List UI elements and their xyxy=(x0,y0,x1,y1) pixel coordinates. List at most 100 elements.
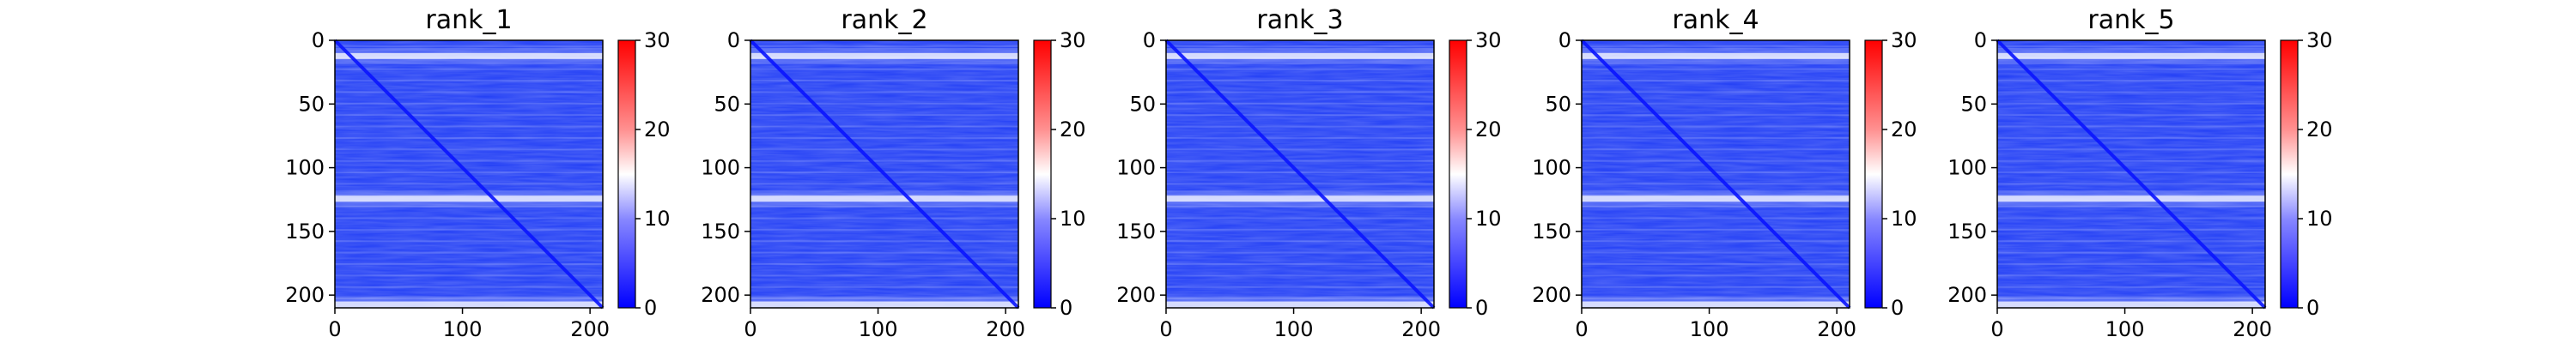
heatmap-streak xyxy=(335,91,603,93)
y-tick-label: 50 xyxy=(714,92,740,116)
heatmap-streak xyxy=(1582,159,1850,162)
heatmap-streak xyxy=(750,298,1018,300)
heatmap-streak xyxy=(750,80,1018,82)
x-tick-label: 200 xyxy=(2233,317,2272,341)
y-tick-label: 150 xyxy=(1116,220,1156,244)
heatmap-streak xyxy=(1166,298,1434,300)
heatmap-streak xyxy=(1582,206,1850,208)
heatmap-bright-band xyxy=(750,52,1018,59)
colorbar xyxy=(1449,39,1467,309)
heatmap-bright-band xyxy=(1166,301,1434,308)
heatmap-streak xyxy=(750,91,1018,93)
y-tick-label: 0 xyxy=(312,28,325,52)
heatmap-streak xyxy=(1582,91,1850,93)
heatmap-band-glow xyxy=(1166,47,1434,64)
heatmap-streak xyxy=(1166,183,1434,185)
heatmap-streak xyxy=(335,183,603,185)
y-tick-label: 0 xyxy=(727,28,740,52)
heatmap-streak xyxy=(1997,206,2265,208)
heatmap-band-glow xyxy=(1166,296,1434,313)
heatmap-streak xyxy=(1166,102,1434,105)
heatmap-bright-band xyxy=(1997,52,2265,59)
y-tick-label: 150 xyxy=(701,220,740,244)
heatmap-streak xyxy=(750,217,1018,220)
heatmap-bright-band xyxy=(750,301,1018,308)
heatmap-streak xyxy=(335,80,603,82)
heatmap-band-glow xyxy=(750,296,1018,313)
heatmap-streak xyxy=(750,263,1018,265)
heatmap-band-glow xyxy=(1997,47,2265,64)
heatmap-streak xyxy=(1582,228,1850,231)
colorbar-tick-label: 10 xyxy=(2306,207,2333,231)
y-tick-label: 200 xyxy=(285,283,325,307)
heatmap-streak xyxy=(1582,114,1850,117)
y-tick-label: 100 xyxy=(285,156,325,180)
colorbar xyxy=(617,39,636,309)
heatmap-diagonal xyxy=(1164,39,1436,310)
heatmap-streak xyxy=(335,298,603,300)
panel-title: rank_4 xyxy=(1672,5,1759,35)
plot-frame xyxy=(750,39,1019,309)
heatmap-streak xyxy=(1166,91,1434,93)
colorbar xyxy=(2280,39,2299,309)
x-tick-label: 0 xyxy=(1575,317,1588,341)
heatmap-streak xyxy=(750,183,1018,185)
heatmap-streak xyxy=(1997,136,2265,139)
heatmap-band-glow xyxy=(1582,190,1850,208)
x-tick-label: 100 xyxy=(443,317,483,341)
x-tick-label: 200 xyxy=(1401,317,1441,341)
heatmap-streak xyxy=(1166,194,1434,196)
heatmap-streak xyxy=(335,217,603,220)
heatmap-streak xyxy=(335,148,603,151)
heatmap-bright-band xyxy=(335,52,603,59)
heatmap-streak xyxy=(1582,125,1850,128)
x-tick-label: 200 xyxy=(570,317,610,341)
x-tick-label: 200 xyxy=(1817,317,1856,341)
y-tick-label: 50 xyxy=(298,92,325,116)
heatmap-streak xyxy=(1166,125,1434,128)
heatmap-bright-band xyxy=(1997,301,2265,308)
heatmap-streak xyxy=(750,251,1018,254)
heatmap-streak xyxy=(1997,194,2265,196)
heatmap-streak xyxy=(1582,298,1850,300)
heatmap-streak xyxy=(750,102,1018,105)
y-tick-label: 50 xyxy=(1545,92,1571,116)
heatmap-diagonal xyxy=(1580,39,1851,310)
heatmap-streak xyxy=(1997,217,2265,220)
heatmap-streak xyxy=(1997,91,2265,93)
heatmap-bright-band xyxy=(1997,196,2265,202)
heatmap-streak xyxy=(1166,114,1434,117)
colorbar-tick-label: 20 xyxy=(644,117,671,141)
heatmap-bright-band xyxy=(335,196,603,202)
heatmap-bright-band xyxy=(750,196,1018,202)
heatmap-streak xyxy=(1166,206,1434,208)
y-tick-label: 0 xyxy=(1974,28,1987,52)
colorbar-tick-label: 30 xyxy=(644,28,671,52)
heatmap-streak xyxy=(750,68,1018,70)
plot-frame xyxy=(334,39,604,309)
panel-title: rank_2 xyxy=(841,5,927,35)
plot-frame xyxy=(1581,39,1850,309)
heatmap-band-glow xyxy=(1997,190,2265,208)
heatmap-streak xyxy=(335,228,603,231)
heatmap-streak xyxy=(1166,159,1434,162)
colorbar-tick-label: 20 xyxy=(1891,117,1917,141)
colorbar-tick-label: 30 xyxy=(1475,28,1502,52)
heatmap-streak xyxy=(335,251,603,254)
x-tick-label: 100 xyxy=(2105,317,2145,341)
y-tick-label: 150 xyxy=(1947,220,1987,244)
panel-title: rank_5 xyxy=(2087,5,2174,35)
heatmap-streak xyxy=(335,159,603,162)
heatmap-streak xyxy=(1166,251,1434,254)
heatmap-streak xyxy=(335,194,603,196)
x-tick-label: 0 xyxy=(744,317,756,341)
heatmap-streak xyxy=(1582,240,1850,243)
heatmap-streak xyxy=(1582,274,1850,277)
heatmap-band-glow xyxy=(1582,47,1850,64)
panel-title: rank_3 xyxy=(1256,5,1343,35)
heatmap-streak xyxy=(1582,263,1850,265)
heatmap-band-glow xyxy=(335,47,603,64)
